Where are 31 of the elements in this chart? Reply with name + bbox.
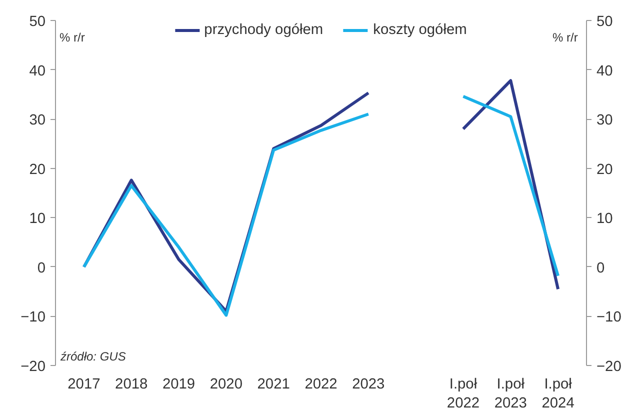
x-tick-label: I.poł 2024 — [542, 376, 574, 412]
annotation: źródło: GUS — [60, 350, 126, 364]
y2-tick-label: 50 — [596, 14, 613, 30]
x-tick-label: 2021 — [257, 376, 290, 392]
y2-axis-title: % r/r — [552, 30, 578, 44]
legend-label: przychody ogółem — [204, 22, 324, 38]
y-tick-label: −20 — [20, 359, 46, 375]
y-tick-label: 0 — [37, 260, 46, 276]
x-tick-label: I.poł 2022 — [446, 376, 480, 412]
y2-tick-label: 20 — [596, 162, 613, 178]
y-tick-label: 30 — [29, 112, 46, 129]
x-tick-label: 2023 — [352, 376, 385, 392]
x-tick-label: 2019 — [162, 376, 196, 392]
x-tick-label: 2017 — [68, 376, 100, 392]
y-axis-title: % r/r — [60, 30, 85, 44]
x-tick-label: 2020 — [210, 376, 242, 392]
x-tick-label: 2018 — [115, 376, 148, 392]
y-tick-label: 50 — [29, 14, 46, 30]
legend-label: koszty ogółem — [373, 22, 467, 38]
y-tick-label: 10 — [29, 211, 46, 228]
y2-tick-label: 0 — [596, 260, 605, 276]
y2-tick-label: 10 — [596, 211, 613, 228]
y-tick-label: 40 — [29, 63, 46, 80]
y2-tick-label: 40 — [596, 63, 613, 80]
y2-tick-label: −10 — [596, 310, 622, 326]
y-tick-label: 20 — [29, 162, 46, 178]
y2-tick-label: 30 — [596, 112, 613, 129]
x-tick-label: 2022 — [304, 376, 338, 392]
y-tick-label: −10 — [20, 310, 46, 326]
y2-tick-label: −20 — [596, 359, 622, 375]
x-tick-label: I.poł 2023 — [494, 376, 527, 412]
